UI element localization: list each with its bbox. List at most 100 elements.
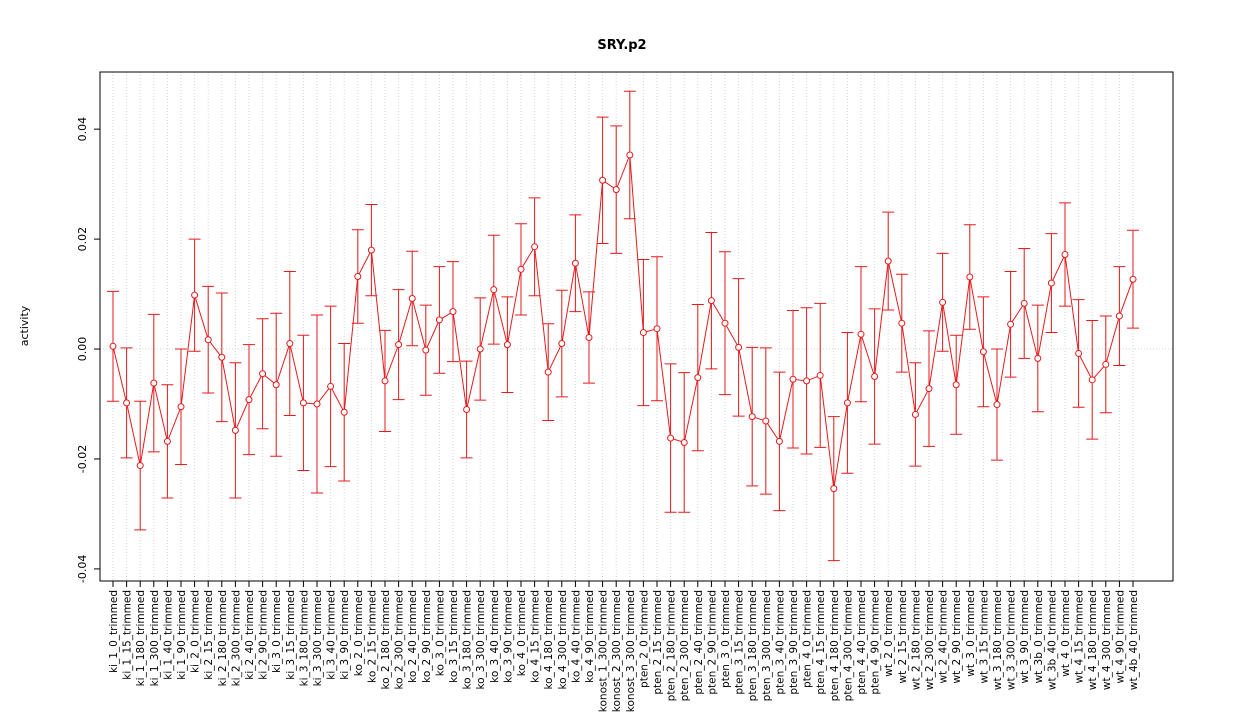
point — [707, 297, 715, 305]
point — [299, 399, 307, 407]
x-tick-label: pten_2_15_trimmed — [652, 590, 664, 695]
x-tick-label: wt_3_0_trimmed — [965, 590, 977, 677]
x-tick-label: wt_3_300_trimmed — [1006, 590, 1018, 690]
point — [218, 353, 226, 361]
x-tick-label: ko_4_15_trimmed — [530, 590, 542, 683]
x-tick-label: wt_3_90_trimmed — [1019, 590, 1031, 683]
point — [979, 348, 987, 356]
x-tick-label: ko_4_90_trimmed — [584, 590, 596, 683]
x-tick-label: pten_2_180_trimmed — [666, 590, 678, 701]
point — [830, 485, 838, 493]
x-tick-label: wt_2_40_trimmed — [938, 590, 950, 683]
point — [517, 265, 525, 273]
x-tick-label: wt_2_90_trimmed — [951, 590, 963, 683]
point — [531, 243, 539, 251]
point — [789, 375, 797, 383]
y-tick-label: 0.04 — [76, 117, 89, 142]
point — [367, 246, 375, 254]
x-tick-label: wt_4_0_trimmed — [1060, 590, 1072, 677]
x-tick-label: ko_3_0_trimmed — [434, 590, 446, 676]
point — [925, 385, 933, 393]
x-tick-label: pten_4_180_trimmed — [829, 590, 841, 701]
point — [748, 413, 756, 421]
point — [721, 319, 729, 327]
point — [898, 319, 906, 327]
point — [1129, 275, 1137, 283]
x-tick-label: pten_4_0_trimmed — [802, 590, 814, 688]
x-tick-label: wt_3_15_trimmed — [978, 590, 990, 683]
x-tick-label: ki_3_300_trimmed — [312, 590, 324, 686]
x-tick-label: pten_2_90_trimmed — [706, 590, 718, 695]
point — [395, 341, 403, 349]
x-tick-label: ki_1_15_trimmed — [122, 590, 134, 680]
x-tick-label: wt_4_15_trimmed — [1074, 590, 1086, 683]
point — [585, 333, 593, 341]
x-tick-label: ki_3_180_trimmed — [298, 590, 310, 686]
x-tick-label: ki_1_90_trimmed — [176, 590, 188, 680]
x-tick-label: pten_3_90_trimmed — [788, 590, 800, 695]
x-tick-label: ki_2_90_trimmed — [258, 590, 270, 680]
point — [476, 345, 484, 353]
x-tick-label: ko_3_40_trimmed — [489, 590, 501, 683]
point — [286, 340, 294, 348]
x-tick-label: wt_3b_0_trimmed — [1033, 590, 1045, 683]
point — [571, 259, 579, 267]
point — [435, 316, 443, 324]
point — [1115, 312, 1123, 320]
point — [177, 403, 185, 411]
x-tick-label: ki_1_180_trimmed — [135, 590, 147, 686]
x-tick-label: ko_2_40_trimmed — [407, 590, 419, 683]
y-tick-label: -0.02 — [76, 445, 89, 473]
x-tick-label: pten_2_40_trimmed — [693, 590, 705, 695]
point — [653, 325, 661, 333]
x-tick-label: ko_2_0_trimmed — [353, 590, 365, 676]
x-tick-label: ko_2_15_trimmed — [366, 590, 378, 683]
x-tick-label: ko_4_0_trimmed — [516, 590, 528, 676]
point — [231, 426, 239, 434]
x-tick-label: pten_4_40_trimmed — [856, 590, 868, 695]
x-tick-label: pten_3_300_trimmed — [761, 590, 773, 701]
point — [612, 186, 620, 194]
x-tick-label: pten_3_180_trimmed — [747, 590, 759, 701]
x-tick-label: konost_3_300_trimmed — [625, 590, 637, 712]
point — [327, 382, 335, 390]
x-tick-label: ki_2_40_trimmed — [244, 590, 256, 680]
x-tick-label: wt_2_15_trimmed — [897, 590, 909, 683]
x-tick-label: wt_4_90_trimmed — [1114, 590, 1126, 683]
point — [313, 400, 321, 408]
point — [803, 377, 811, 385]
x-tick-label: ki_2_300_trimmed — [230, 590, 242, 686]
point — [762, 417, 770, 425]
x-tick-label: wt_2_0_trimmed — [883, 590, 895, 677]
x-tick-label: ko_2_180_trimmed — [380, 590, 392, 690]
point — [272, 381, 280, 389]
x-tick-label: ki_3_15_trimmed — [285, 590, 297, 680]
x-tick-label: wt_4_300_trimmed — [1101, 590, 1113, 690]
x-tick-label: wt_2_180_trimmed — [910, 590, 922, 690]
y-tick-label: 0.02 — [76, 227, 89, 252]
point — [816, 371, 824, 379]
x-tick-label: ki_2_15_trimmed — [203, 590, 215, 680]
x-tick-label: ko_4_300_trimmed — [557, 590, 569, 690]
x-tick-label: konost_2_300_trimmed — [611, 590, 623, 712]
point — [503, 341, 511, 349]
y-tick-label: -0.04 — [76, 555, 89, 583]
point — [245, 396, 253, 404]
x-tick-label: pten_2_300_trimmed — [679, 590, 691, 701]
point — [966, 273, 974, 281]
point — [558, 340, 566, 348]
x-tick-label: wt_3b_40_trimmed — [1046, 590, 1058, 690]
point — [1088, 376, 1096, 384]
point — [871, 373, 879, 381]
point — [191, 291, 199, 299]
x-tick-label: ki_2_180_trimmed — [217, 590, 229, 686]
x-tick-label: ko_2_300_trimmed — [394, 590, 406, 690]
point — [259, 370, 267, 378]
point — [1047, 279, 1055, 287]
x-tick-label: ko_3_180_trimmed — [462, 590, 474, 690]
x-tick-label: ko_4_40_trimmed — [570, 590, 582, 683]
point — [381, 377, 389, 385]
x-tick-label: pten_4_300_trimmed — [842, 590, 854, 701]
point — [911, 410, 919, 418]
